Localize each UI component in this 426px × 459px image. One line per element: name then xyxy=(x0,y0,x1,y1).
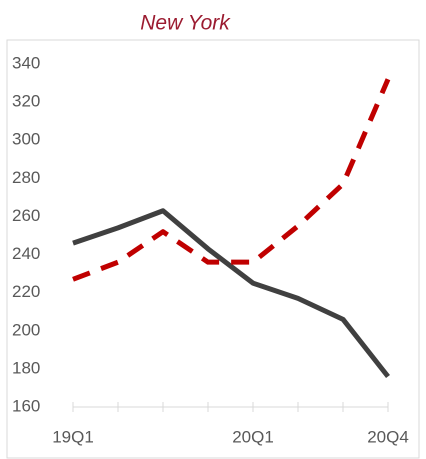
y-tick-label: 260 xyxy=(12,206,40,225)
y-tick-label: 180 xyxy=(12,358,40,377)
series-line xyxy=(72,208,390,379)
y-tick-label: 220 xyxy=(12,282,40,301)
y-tick-label: 340 xyxy=(12,53,40,72)
x-tick-label: 20Q1 xyxy=(232,427,274,446)
y-tick-label: 240 xyxy=(12,244,40,263)
y-tick-label: 280 xyxy=(12,168,40,187)
x-tick-label: 20Q4 xyxy=(367,427,409,446)
y-tick-label: 160 xyxy=(12,396,40,415)
chart-frame xyxy=(6,39,420,459)
chart-title: New York xyxy=(140,12,231,35)
y-tick-label: 320 xyxy=(12,92,40,111)
y-tick-label: 300 xyxy=(12,130,40,149)
series-line xyxy=(72,78,391,282)
y-tick-label: 200 xyxy=(12,320,40,339)
x-tick-label: 19Q1 xyxy=(52,427,94,446)
